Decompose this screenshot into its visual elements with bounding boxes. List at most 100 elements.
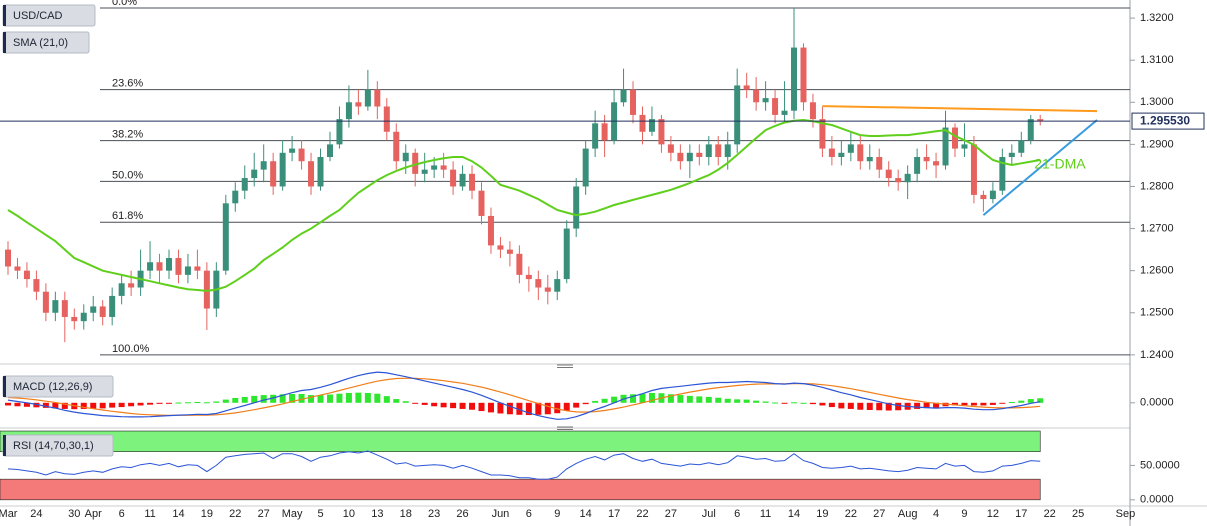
macd-histogram-bar — [213, 401, 220, 403]
macd-histogram-bar — [705, 396, 712, 403]
candle-body — [630, 89, 637, 115]
candle-body — [667, 144, 674, 153]
macd-histogram-bar — [374, 393, 381, 403]
candle-body — [147, 262, 154, 271]
last-price-label: 1.295530 — [1140, 113, 1190, 127]
x-tick-label: 13 — [371, 508, 383, 520]
x-tick-label: 9 — [961, 508, 967, 520]
macd-histogram-bar — [724, 398, 731, 403]
x-tick-label: Sep — [1116, 508, 1136, 520]
macd-histogram-bar — [270, 394, 277, 403]
macd-histogram-bar — [535, 402, 542, 415]
candle-body — [734, 85, 741, 145]
macd-histogram-bar — [90, 402, 97, 409]
macd-histogram-bar — [289, 394, 296, 403]
candle-body — [724, 144, 731, 158]
resize-grip[interactable] — [557, 364, 573, 430]
last-price-box — [1131, 112, 1205, 130]
macd-histogram-bar — [914, 402, 921, 409]
candle-body — [1008, 152, 1015, 158]
candle-body — [402, 152, 409, 162]
macd-histogram-bar — [383, 396, 390, 403]
macd-histogram-bar — [23, 402, 30, 407]
candle-body — [582, 148, 589, 187]
candle-body — [33, 279, 40, 292]
x-tick-label: 5 — [317, 508, 323, 520]
rsi-band — [0, 478, 1041, 501]
macd-histogram-bar — [866, 402, 873, 410]
x-tick-label: 27 — [665, 508, 677, 520]
candle-body — [895, 178, 902, 183]
macd-histogram-bar — [308, 395, 315, 403]
macd-histogram-bar — [184, 402, 191, 404]
macd-histogram-bar — [895, 402, 902, 411]
macd-histogram-bar — [14, 402, 21, 407]
y-tick-label: 1.2800 — [1140, 180, 1174, 192]
x-tick-label: 22 — [845, 508, 857, 520]
macd-histogram-bar — [762, 401, 769, 403]
macd-histogram-bar — [128, 402, 135, 407]
macd-histogram-bar — [336, 393, 343, 403]
candle-body — [677, 152, 684, 162]
macd-histogram-bar — [431, 402, 438, 407]
candle-body — [876, 157, 883, 170]
macd-histogram-bar — [819, 402, 826, 406]
candle-body — [535, 279, 542, 288]
candle-body — [156, 262, 163, 271]
candle-body — [42, 291, 49, 313]
candle-body — [753, 89, 760, 103]
candle-body — [705, 144, 712, 158]
candle-body — [1018, 140, 1025, 153]
x-tick-label: 6 — [119, 508, 125, 520]
x-tick-label: 25 — [1072, 508, 1084, 520]
macd-histogram-bar — [828, 402, 835, 408]
back-layer: 0.0% 23.6% 38.2% 50.0% 61.8% 100.0% — [0, 0, 1130, 501]
candle-body — [80, 312, 87, 322]
y-tick-label: 1.3000 — [1140, 96, 1174, 108]
x-tick-label: 27 — [258, 508, 270, 520]
x-tick-label: 22 — [1044, 508, 1056, 520]
candle-body — [544, 287, 551, 292]
candle-body — [933, 161, 940, 166]
candle-body — [165, 258, 172, 271]
y-tick-label: 1.2600 — [1140, 265, 1174, 277]
candle-body — [99, 306, 106, 317]
x-tick-label: 19 — [201, 508, 213, 520]
macd-histogram-bar — [450, 402, 457, 409]
candle-body — [194, 266, 201, 271]
candle-body — [459, 173, 466, 187]
macd-histogram-bar — [686, 395, 693, 403]
candle-body — [961, 144, 968, 149]
candle-body — [61, 300, 68, 317]
rsi-line — [7, 450, 1041, 480]
candle-body — [819, 119, 826, 149]
y-tick-label: 50.0000 — [1140, 459, 1180, 471]
macd-histogram-bar — [251, 395, 258, 403]
candle-body — [431, 165, 438, 170]
macd-histogram-bar — [298, 394, 305, 403]
candle-body — [71, 316, 78, 322]
x-tick-label: 4 — [933, 508, 939, 520]
x-tick-label: 6 — [734, 508, 740, 520]
macd-histogram-bar — [667, 394, 674, 403]
candle-body — [5, 249, 11, 267]
fib-label: 38.2% — [112, 128, 143, 140]
macd-histogram-bar — [696, 396, 703, 403]
macd-histogram-bar — [497, 402, 504, 414]
macd-histogram-bar — [753, 400, 760, 403]
y-tick-label: 0.0000 — [1140, 494, 1174, 506]
macd-histogram-bar — [989, 402, 996, 405]
macd-histogram-bar — [33, 402, 40, 408]
candle-body — [554, 279, 561, 292]
candle-body — [563, 228, 570, 280]
candle-body — [14, 266, 21, 271]
candle-body — [184, 266, 191, 275]
macd-histogram-bar — [809, 402, 816, 405]
candle-body — [847, 144, 854, 153]
candle-body — [573, 186, 580, 229]
macd-histogram-bar — [601, 398, 608, 403]
candle-body — [251, 169, 258, 179]
macd-histogram-bar — [980, 402, 987, 406]
sma-line — [7, 118, 1041, 292]
macd-histogram-bar — [800, 402, 807, 404]
